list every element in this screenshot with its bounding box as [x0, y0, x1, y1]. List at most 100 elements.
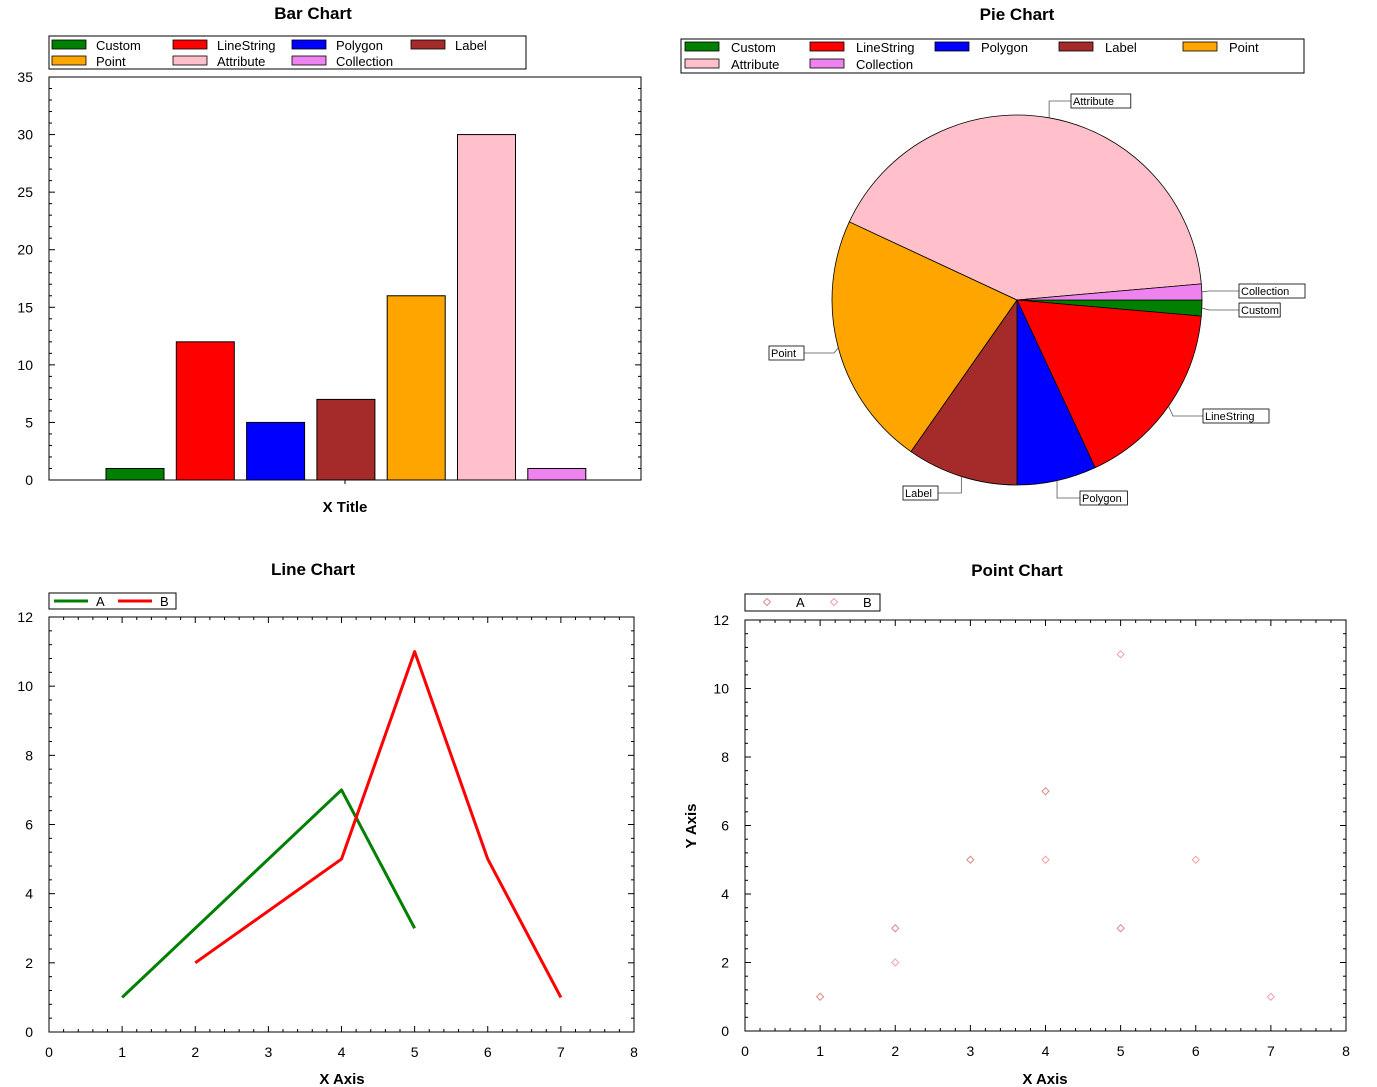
bar-collection [527, 467, 587, 481]
line-y-tick-label: 12 [17, 609, 33, 625]
bar-chart-x-title: X Title [323, 499, 368, 516]
pie-chart-slices [831, 114, 1203, 486]
line-series-b [194, 650, 563, 999]
pie-callout-label-custom: Custom [1241, 305, 1279, 317]
point-chart-legend-box [744, 593, 881, 612]
line-chart-x-title: X Axis [319, 1071, 364, 1087]
point-a [1041, 787, 1050, 796]
point-b [1266, 992, 1276, 1001]
line-x-tick-label: 1 [118, 1044, 126, 1060]
point-x-tick-label: 4 [1042, 1043, 1050, 1059]
bar-y-tick-label: 20 [17, 242, 33, 258]
pie-chart-legend: Custom LineString Polygon Label Point Attribu… [684, 40, 1259, 72]
bar-y-tick-label: 35 [17, 69, 33, 85]
point-y-tick-label: 4 [721, 886, 729, 902]
pie-legend-swatch-point [1182, 41, 1218, 52]
pie-callout-label-label: Label [905, 488, 932, 500]
pie-callout-label-polygon: Polygon [1082, 493, 1122, 505]
pie-legend-label-linestring: LineString [856, 40, 915, 55]
point-a [815, 992, 825, 1001]
point-chart-y-title: Y Axis [683, 803, 700, 848]
pie-legend-label-point: Point [1229, 40, 1259, 55]
line-y-tick-label: 8 [25, 747, 33, 763]
pie-legend-swatch-attribute [684, 58, 720, 69]
line-y-tick-label: 2 [25, 955, 33, 971]
bar-custom [105, 467, 165, 481]
point-x-tick-label: 7 [1267, 1043, 1275, 1059]
pie-callout-box-linestring [1202, 408, 1270, 424]
line-x-tick-label: 5 [411, 1044, 419, 1060]
pie-legend-label-collection: Collection [856, 57, 913, 72]
point-a [891, 924, 900, 933]
pie-callout-box-label [902, 485, 939, 501]
line-legend-label-a: A [96, 594, 105, 609]
point-b [1116, 650, 1125, 659]
line-chart-legend-box [48, 592, 177, 610]
bar-chart: Bar Chart Custom LineString Polygon Label Po… [17, 4, 642, 516]
bar-y-tick-label: 5 [25, 414, 33, 430]
pie-legend-swatch-custom [684, 41, 720, 52]
point-legend-label-a: A [796, 595, 805, 610]
pie-callout-box-polygon [1079, 490, 1128, 506]
pie-callout-line-custom [1201, 307, 1239, 311]
line-legend-label-b: B [160, 594, 169, 609]
point-x-tick-label: 6 [1192, 1043, 1200, 1059]
pie-legend-swatch-linestring [809, 41, 845, 52]
point-x-tick-label: 3 [966, 1043, 974, 1059]
line-chart-series [121, 650, 563, 999]
point-chart-points [815, 650, 1276, 1001]
point-legend-swatch-b [829, 597, 839, 607]
line-chart-title: Line Chart [271, 560, 355, 579]
pie-callout-line-linestring [1168, 405, 1203, 417]
bar-attribute [457, 134, 516, 481]
pie-legend-swatch-collection [809, 58, 845, 69]
line-x-tick-label: 8 [630, 1044, 638, 1060]
line-x-tick-label: 6 [484, 1044, 492, 1060]
line-y-tick-label: 0 [25, 1024, 33, 1040]
point-b [891, 958, 900, 967]
bar-y-tick-label: 30 [17, 127, 33, 143]
line-y-tick-label: 10 [17, 678, 33, 694]
pie-callout-box-custom [1238, 302, 1281, 318]
point-y-tick-label: 2 [721, 955, 729, 971]
bar-chart-legend: Custom LineString Polygon Label Point Attribu… [51, 38, 487, 69]
point-legend-swatch-a [762, 597, 772, 607]
bar-chart-title: Bar Chart [274, 4, 352, 23]
bar-legend-swatch-attribute [172, 55, 208, 66]
line-series-a [121, 788, 416, 999]
bar-y-tick-label: 15 [17, 299, 33, 315]
pie-callout-label-collection: Collection [1241, 286, 1289, 298]
bar-legend-swatch-point [51, 55, 87, 66]
bar-legend-label-linestring: LineString [217, 38, 276, 53]
bar-legend-label-attribute: Attribute [217, 54, 265, 69]
pie-chart-callouts: Custom LineString Polygon Label Point Attribu… [768, 93, 1306, 506]
bar-polygon [246, 421, 306, 481]
pie-callout-box-point [768, 345, 805, 361]
pie-slice-point [831, 221, 1018, 453]
point-y-tick-label: 6 [721, 818, 729, 834]
pie-callout-line-attribute [1048, 100, 1071, 118]
bar-point [386, 295, 446, 481]
bar-chart-legend-box [48, 35, 527, 70]
pie-callout-label-linestring: LineString [1205, 411, 1255, 423]
point-b [1191, 855, 1200, 864]
bar-legend-swatch-custom [51, 39, 87, 50]
bar-linestring [175, 341, 235, 481]
bar-legend-swatch-collection [291, 55, 327, 66]
bar-label [316, 398, 376, 481]
pie-callout-label-attribute: Attribute [1073, 96, 1114, 108]
point-chart-plot-area [744, 619, 1347, 1032]
line-y-tick-label: 4 [25, 886, 33, 902]
line-x-tick-label: 3 [264, 1044, 272, 1060]
bar-legend-label-point: Point [96, 54, 126, 69]
pie-slice-attribute [848, 114, 1202, 301]
pie-callout-line-label [938, 476, 962, 494]
point-x-tick-label: 0 [741, 1043, 749, 1059]
pie-legend-label-custom: Custom [731, 40, 776, 55]
bar-y-tick-label: 0 [25, 472, 33, 488]
